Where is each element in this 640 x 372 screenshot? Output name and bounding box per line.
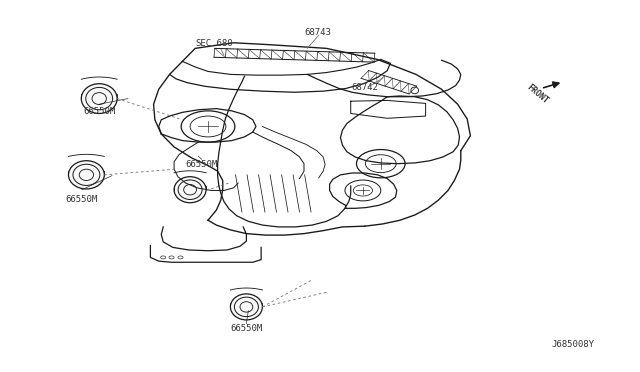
Text: J685008Y: J685008Y xyxy=(551,340,595,349)
Ellipse shape xyxy=(81,84,117,113)
Ellipse shape xyxy=(230,294,262,320)
Text: 68742: 68742 xyxy=(351,83,378,92)
Text: FRONT: FRONT xyxy=(525,82,550,105)
Ellipse shape xyxy=(68,161,104,189)
Text: 66550M: 66550M xyxy=(66,195,98,203)
Text: 68743: 68743 xyxy=(305,28,332,37)
Text: SEC.680: SEC.680 xyxy=(196,39,233,48)
Ellipse shape xyxy=(174,177,206,203)
Text: 66550M: 66550M xyxy=(186,160,218,169)
Text: 66550M: 66550M xyxy=(230,324,262,333)
Text: 66550M: 66550M xyxy=(83,107,115,116)
